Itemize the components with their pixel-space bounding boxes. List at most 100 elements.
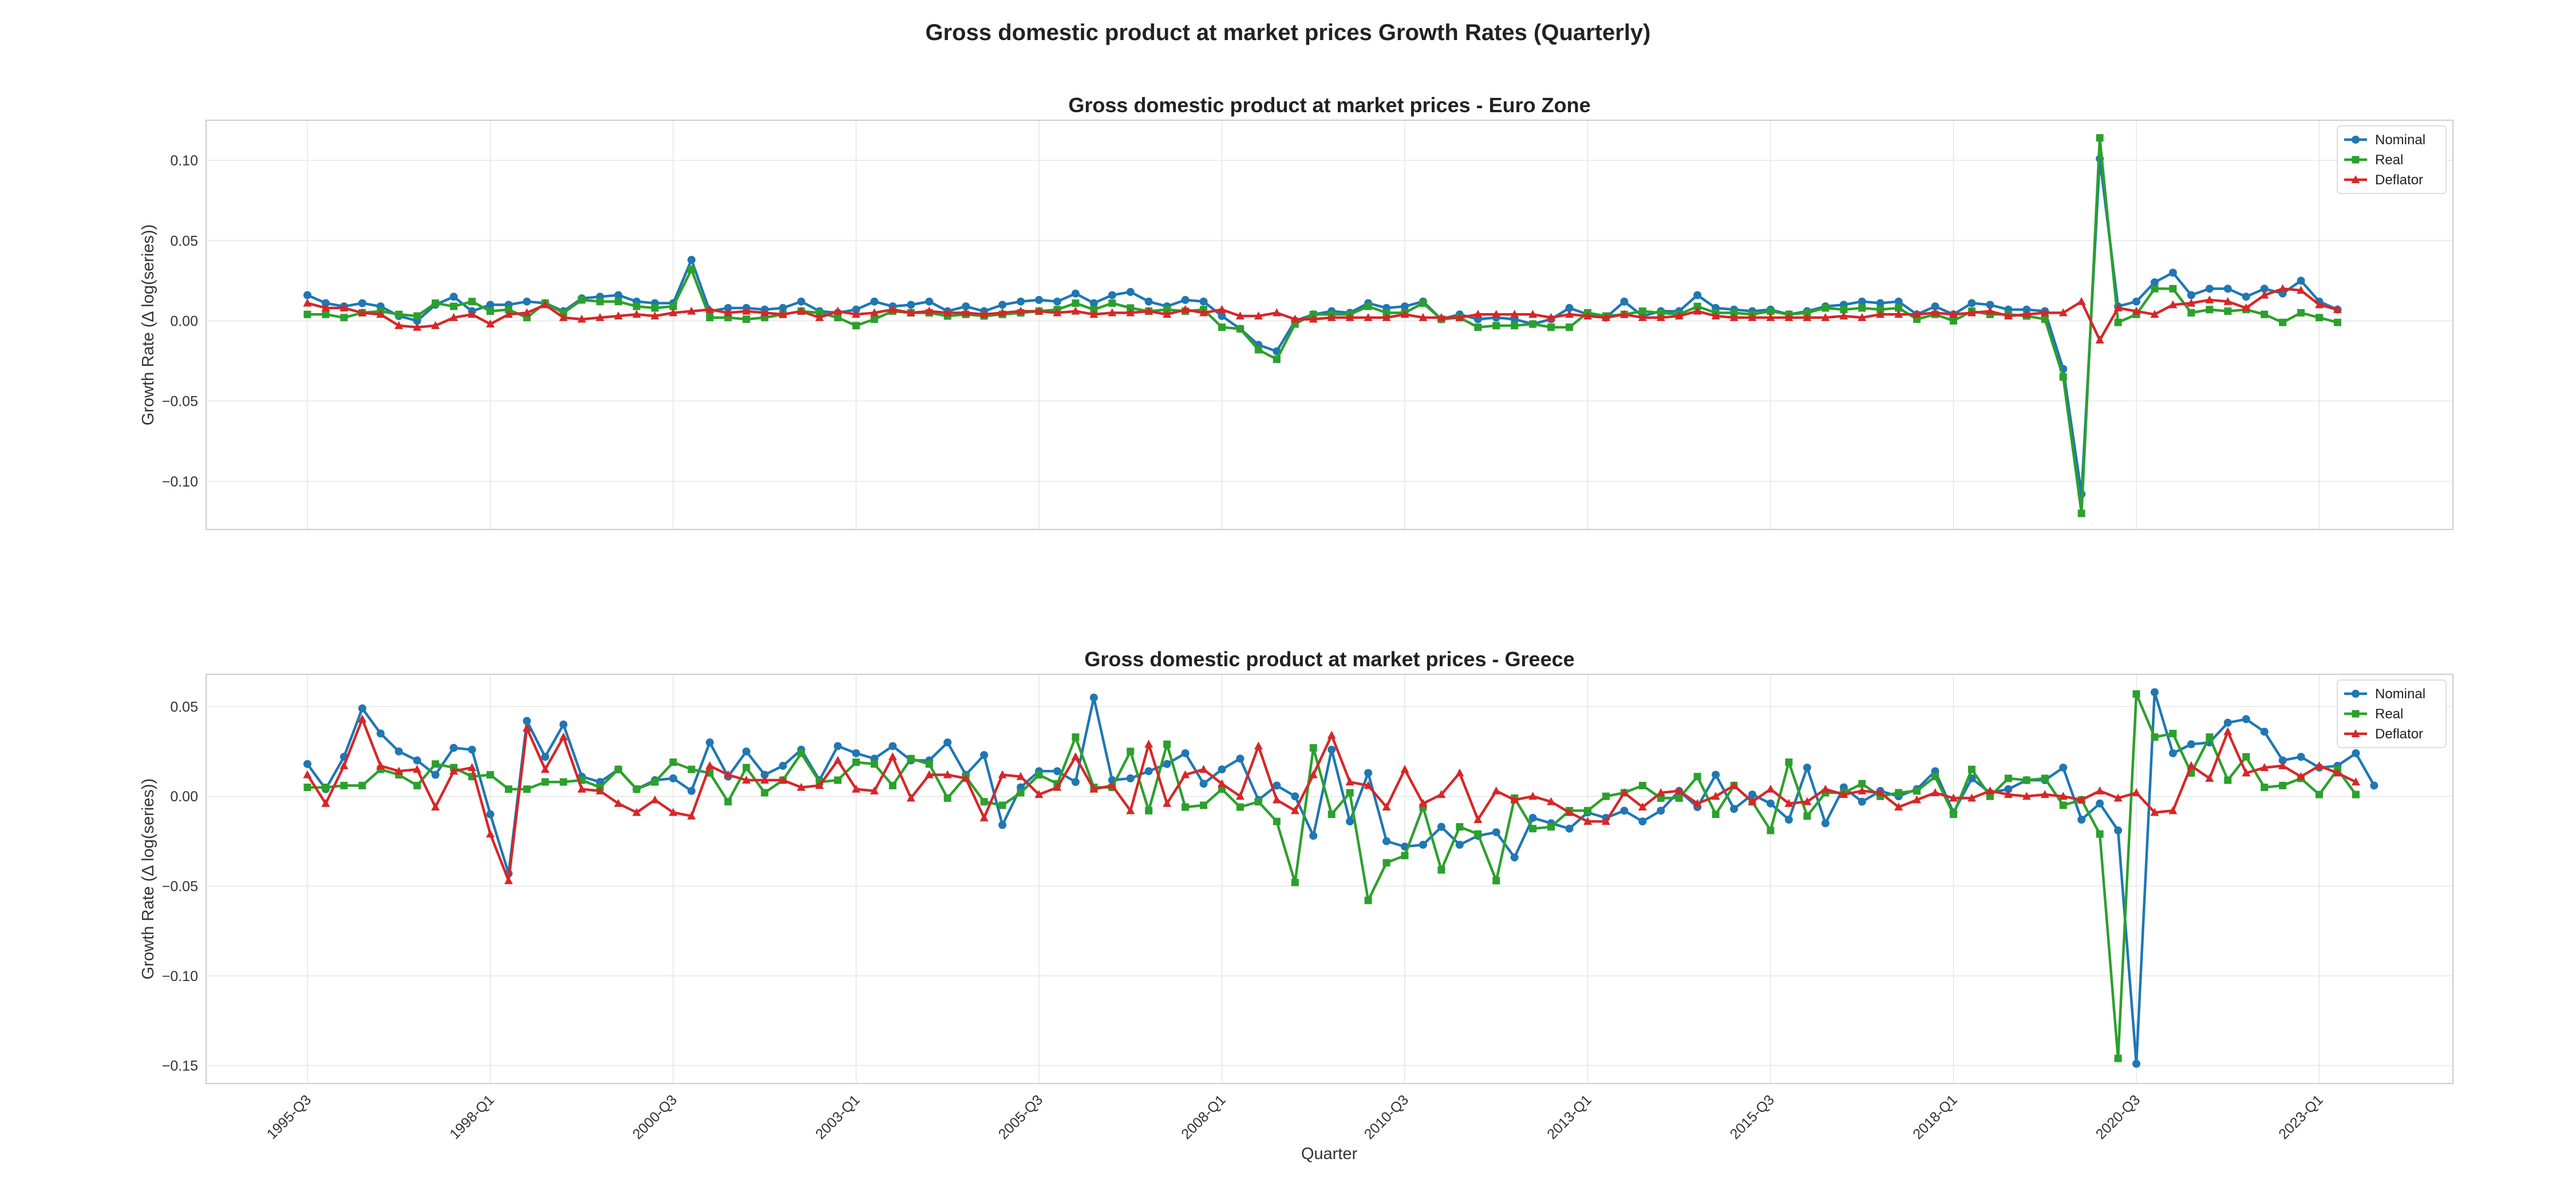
data-point-nominal [1803,764,1811,772]
data-point-deflator [1327,730,1336,739]
data-point-real [504,785,512,793]
data-point-deflator [1364,313,1373,321]
data-point-real [340,314,348,322]
data-point-deflator [1309,314,1318,323]
data-point-deflator [2351,777,2360,786]
data-point-real [2169,729,2177,737]
data-point-deflator [1913,310,1922,318]
data-point-real [1511,322,1519,330]
data-point-real [1693,302,1701,310]
data-point-deflator [2077,296,2086,305]
data-point-nominal [1620,806,1629,815]
data-point-deflator [559,732,568,741]
data-point-nominal [2297,276,2305,285]
data-point-nominal [943,738,952,747]
data-point-deflator [2004,790,2013,798]
data-point-deflator [559,313,568,321]
data-point-real [1822,304,1830,312]
data-point-real [669,758,677,766]
data-point-real [2151,733,2159,741]
data-point-real [2242,753,2250,761]
data-point-nominal [559,720,568,729]
data-point-deflator [1400,765,1409,773]
data-point-nominal [1382,837,1391,845]
legend-box [2337,125,2447,194]
data-point-deflator [2333,768,2342,777]
data-point-nominal [1144,767,1153,776]
data-point-deflator [760,776,769,784]
chart-title: Gross domestic product at market prices … [1084,647,1574,671]
data-point-deflator [833,756,843,764]
data-point-nominal [1967,299,1976,307]
data-point-real [1127,304,1135,312]
data-point-nominal [1638,817,1647,826]
data-point-real [1163,306,1171,314]
data-point-real [2096,134,2104,142]
series-line-real [307,136,2338,515]
data-point-nominal [797,297,805,306]
data-point-deflator [1492,786,1501,794]
data-point-deflator [449,313,459,321]
data-point-deflator [1199,765,1208,773]
data-point-deflator [1619,788,1629,796]
data-point-nominal [980,751,989,760]
data-point-deflator [669,308,678,317]
data-point-nominal [1199,297,1208,306]
data-point-nominal [1126,774,1135,782]
data-point-deflator [779,310,788,318]
data-point-real [980,798,988,806]
data-point-nominal [1510,853,1519,861]
data-point-real [2096,830,2104,838]
x-tick-label: 1998-Q1 [447,1092,497,1142]
legend-marker [2352,710,2360,718]
data-point-nominal [2242,292,2250,301]
data-point-nominal [2297,753,2305,761]
data-point-deflator [924,770,934,778]
data-point-nominal [2352,749,2360,757]
data-point-nominal [303,760,311,768]
data-point-real [925,760,933,768]
data-point-nominal [2187,740,2195,749]
data-point-nominal [1894,297,1903,306]
data-point-real [1017,789,1025,797]
data-point-real [2114,1054,2122,1062]
data-point-real [1657,309,1665,317]
data-point-real [651,304,659,312]
data-point-nominal [614,291,623,299]
data-point-real [1163,740,1171,748]
data-point-real [2279,781,2287,789]
data-point-deflator [1071,752,1080,761]
data-point-real [1913,787,1921,795]
data-point-real [2169,284,2177,292]
data-point-real [1072,299,1080,307]
data-point-deflator [1419,313,1428,321]
data-point-deflator [2205,773,2214,782]
data-point-nominal [1236,754,1244,763]
series-nominal [303,155,2342,499]
data-point-real [1254,346,1262,354]
x-tick-label: 2010-Q3 [1361,1092,1412,1142]
data-point-deflator [431,321,440,329]
data-point-nominal [413,756,421,765]
data-point-deflator [2278,761,2287,769]
data-point-real [1327,810,1336,819]
data-point-real [1254,798,1262,806]
data-point-deflator [1748,797,1757,805]
data-point-real [943,794,951,802]
data-point-nominal [870,297,879,306]
data-point-real [1693,773,1701,781]
data-point-nominal [687,786,696,795]
data-point-nominal [1748,790,1757,799]
data-point-real [2041,774,2049,782]
data-point-deflator [1803,797,1812,805]
data-point-real [1419,299,1427,307]
data-point-deflator [2168,300,2178,309]
data-point-real [633,785,641,793]
data-point-nominal [1181,296,1190,305]
data-point-deflator [2223,727,2233,736]
data-point-deflator [1272,308,1281,317]
data-point-real [1803,812,1811,820]
legend-marker [2352,690,2360,698]
data-point-deflator [1053,782,1062,791]
data-point-real [1529,320,1537,328]
